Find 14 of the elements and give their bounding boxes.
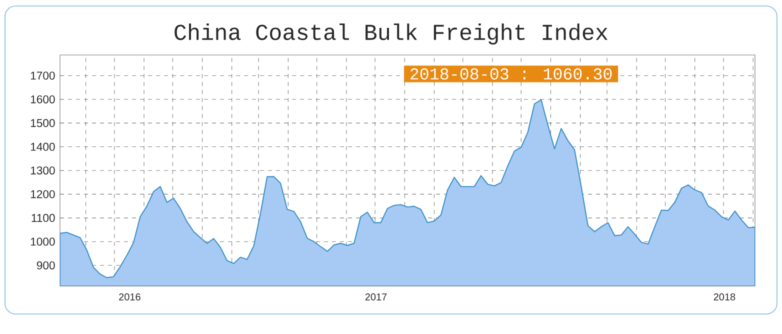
y-tick-label: 1700 [30, 72, 55, 80]
y-tick-label: 1300 [30, 166, 55, 174]
y-tick-label: 1400 [30, 142, 55, 151]
chart-title: China Coastal Bulk Freight Index [174, 23, 608, 45]
y-tick-label: 1200 [30, 190, 55, 198]
y-tick-label: 1600 [30, 95, 55, 104]
y-tick-label: 900 [36, 261, 55, 270]
x-tick-label: 2018 [714, 293, 736, 300]
x-tick-label: 2016 [119, 293, 140, 300]
y-tick-label: 1100 [32, 214, 55, 222]
x-tick-label: 2017 [365, 293, 387, 300]
y-tick-label: 1500 [30, 119, 55, 128]
y-tick-label: 1000 [30, 238, 55, 246]
annotation: 2018-08-03 : 1060.30 [410, 68, 612, 80]
